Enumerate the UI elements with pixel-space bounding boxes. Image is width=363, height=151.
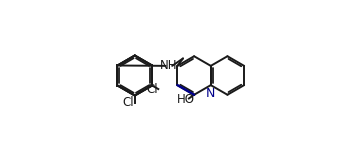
Text: Cl: Cl [146, 83, 158, 96]
Text: Cl: Cl [122, 96, 134, 109]
Text: HO: HO [177, 93, 195, 106]
Text: N: N [206, 87, 216, 100]
Text: NH: NH [160, 59, 178, 72]
